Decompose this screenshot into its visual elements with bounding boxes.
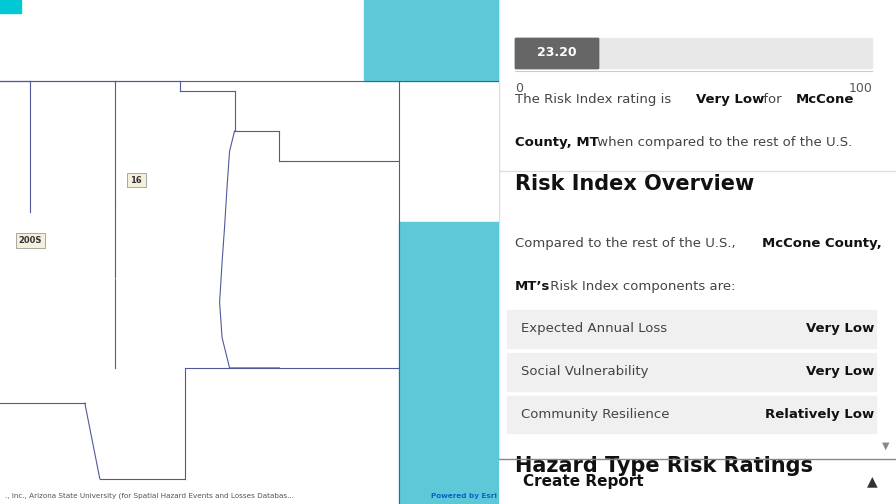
Bar	[507, 310, 876, 348]
Text: Powered by Esri: Powered by Esri	[431, 493, 496, 499]
Text: ie: ie	[3, 104, 16, 117]
Text: County, MT: County, MT	[515, 136, 599, 149]
Text: 16: 16	[131, 176, 142, 185]
Text: MT’s: MT’s	[515, 280, 550, 293]
Text: Glendive: Glendive	[73, 275, 132, 288]
Bar	[507, 353, 876, 391]
Text: Sidney: Sidney	[175, 24, 220, 37]
Bar	[499, 459, 896, 504]
Text: Expected Annual Loss: Expected Annual Loss	[521, 323, 667, 335]
Text: Very Low: Very Low	[806, 365, 874, 378]
Text: Very Low: Very Low	[696, 93, 765, 106]
Text: Community Resilience: Community Resilience	[521, 408, 669, 421]
Text: 100: 100	[849, 82, 872, 95]
Bar	[126, 173, 146, 187]
Text: ▼: ▼	[883, 441, 890, 451]
Text: Compared to the rest of the U.S.,: Compared to the rest of the U.S.,	[515, 237, 740, 250]
Bar	[515, 38, 598, 68]
Bar	[515, 38, 872, 68]
Text: Very Low: Very Low	[806, 323, 874, 335]
Text: Hazard Type Risk Ratings: Hazard Type Risk Ratings	[515, 456, 813, 476]
Text: 23.20: 23.20	[537, 46, 576, 59]
Text: Risk Index components are:: Risk Index components are:	[547, 280, 736, 293]
Text: Risk Index Overview: Risk Index Overview	[515, 174, 754, 194]
Text: Dawson: Dawson	[47, 217, 114, 232]
Bar	[16, 233, 45, 248]
Polygon shape	[400, 222, 499, 504]
Text: Wibaux: Wibaux	[137, 325, 201, 340]
Text: ▲: ▲	[866, 474, 877, 488]
Polygon shape	[365, 0, 499, 81]
Text: McCone County,: McCone County,	[762, 237, 882, 250]
Text: for: for	[759, 93, 786, 106]
Text: when compared to the rest of the U.S.: when compared to the rest of the U.S.	[593, 136, 853, 149]
Text: Create Report: Create Report	[523, 474, 643, 489]
Text: The Risk Index rating is: The Risk Index rating is	[515, 93, 676, 106]
Bar	[0, 0, 21, 13]
Bar	[515, 38, 598, 68]
Text: 0: 0	[515, 82, 523, 95]
Text: Relatively Low: Relatively Low	[765, 408, 874, 421]
Text: ., Inc., Arizona State University (for Spatial Hazard Events and Losses Databas.: ., Inc., Arizona State University (for S…	[5, 493, 294, 499]
Text: Social Vulnerability: Social Vulnerability	[521, 365, 649, 378]
Text: 200S: 200S	[19, 236, 42, 245]
Text: Golden Valley: Golden Valley	[166, 349, 283, 364]
Bar	[507, 396, 876, 433]
Text: McCone: McCone	[796, 93, 854, 106]
